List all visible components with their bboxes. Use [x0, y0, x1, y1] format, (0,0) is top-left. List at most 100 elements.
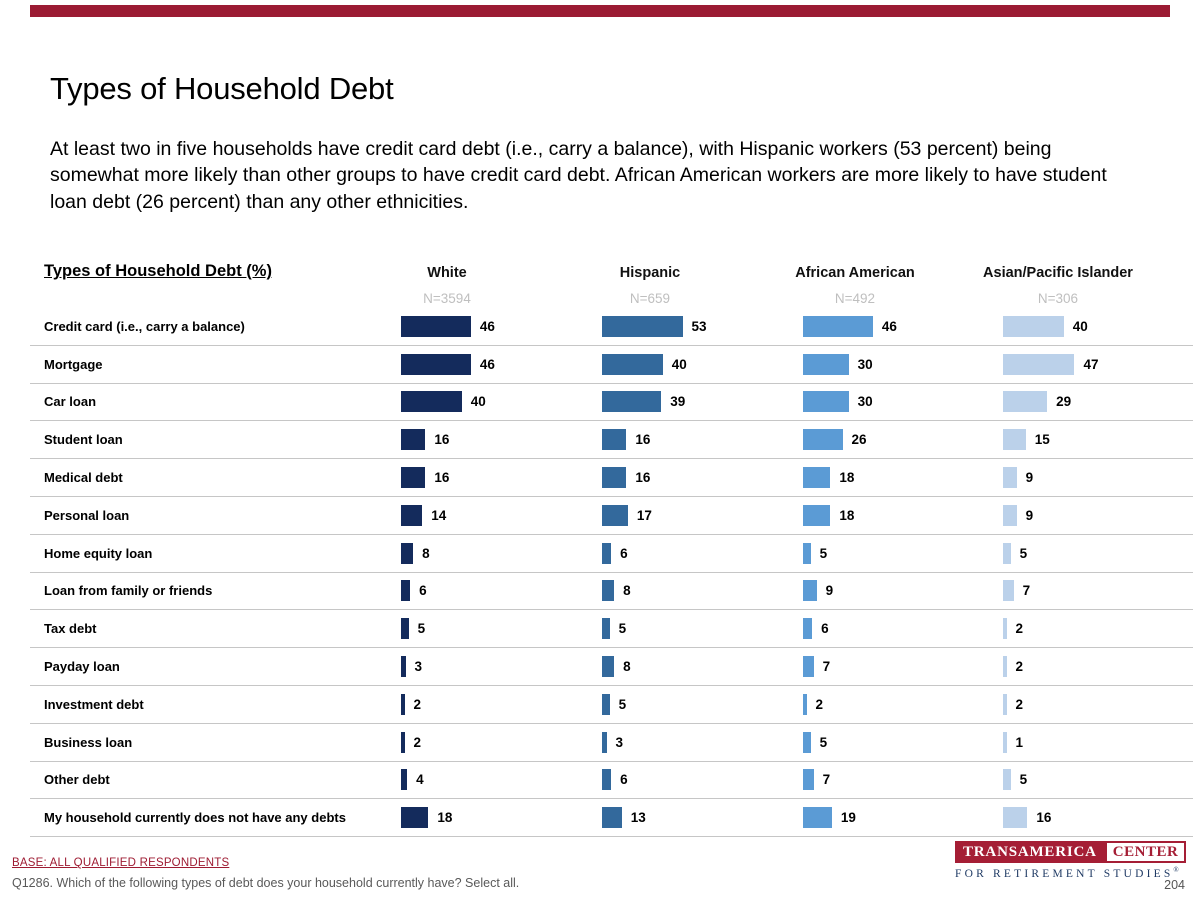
bar-cell: 2 [803, 686, 823, 723]
bar-value: 17 [636, 507, 652, 523]
bar-cell: 14 [401, 497, 446, 534]
bar-value: 39 [670, 394, 686, 410]
bar [401, 580, 411, 602]
bar [803, 391, 849, 413]
bar-cell: 2 [401, 724, 421, 761]
bar-value: 46 [479, 318, 495, 334]
bar [803, 656, 814, 678]
bar [1003, 391, 1048, 413]
column-n-label: N=492 [834, 291, 876, 306]
bar [803, 315, 873, 337]
bar-value: 46 [881, 318, 897, 334]
bar-value: 7 [1022, 583, 1031, 599]
bar-cell: 5 [602, 610, 626, 647]
bar [602, 580, 615, 602]
row-label: Business loan [44, 734, 133, 750]
bar-value: 40 [671, 356, 687, 372]
bar [602, 731, 607, 753]
bar-cell: 16 [602, 421, 650, 458]
bar [602, 504, 628, 526]
bar-value: 2 [815, 696, 824, 712]
bar-value: 5 [1019, 545, 1028, 561]
bar-value: 16 [635, 470, 651, 486]
logo-tagline-text: FOR RETIREMENT STUDIES [955, 867, 1174, 880]
bar-value: 46 [479, 356, 495, 372]
column-header: White [427, 265, 467, 281]
bar [401, 542, 414, 564]
bar-value: 2 [1015, 659, 1024, 675]
bar-cell: 40 [1003, 308, 1088, 345]
bar [803, 542, 811, 564]
bar-value: 9 [1025, 470, 1034, 486]
bar [1003, 467, 1017, 489]
bar-cell: 4 [401, 762, 424, 799]
bar [401, 807, 429, 829]
bar [401, 391, 462, 413]
table-row: Other debt 4 6 7 5 [30, 762, 1193, 800]
row-label: Student loan [44, 432, 123, 448]
bar-value: 18 [839, 470, 855, 486]
bar-cell: 30 [803, 384, 873, 421]
bar-value: 53 [691, 318, 707, 334]
bar-value: 18 [839, 507, 855, 523]
table-row: Home equity loan 8 6 5 5 [30, 535, 1193, 573]
footer-base-line: BASE: ALL QUALIFIED RESPONDENTS [12, 857, 230, 869]
column-n-label: N=659 [629, 291, 671, 306]
bar-value: 4 [416, 772, 424, 788]
bar-value: 5 [1019, 772, 1028, 788]
bar-cell: 5 [803, 724, 827, 761]
bar [602, 618, 610, 640]
column-header: Hispanic [619, 265, 681, 281]
column-n-label: N=306 [1037, 291, 1079, 306]
bar-value: 3 [615, 734, 624, 750]
page-title: Types of Household Debt [50, 70, 394, 106]
page-number: 204 [1164, 878, 1185, 892]
bar-cell: 15 [1003, 421, 1050, 458]
bar-value: 5 [819, 545, 828, 561]
bar [803, 429, 843, 451]
bar [602, 315, 683, 337]
bar [1003, 731, 1007, 753]
bar-cell: 2 [1003, 648, 1023, 685]
bar-value: 16 [434, 432, 450, 448]
bar [1003, 580, 1014, 602]
bar-value: 30 [857, 394, 873, 410]
bar-cell: 47 [1003, 346, 1098, 383]
bar-cell: 13 [602, 799, 646, 836]
bar-cell: 5 [1003, 535, 1027, 572]
bar [602, 693, 610, 715]
bar-cell: 16 [401, 421, 449, 458]
bar [803, 693, 807, 715]
bar-value: 3 [414, 659, 423, 675]
bar [1003, 807, 1028, 829]
row-label: Medical debt [44, 470, 123, 486]
table-row: Personal loan 14 17 18 9 [30, 497, 1193, 535]
chart-table-title: Types of Household Debt (%) [44, 262, 272, 280]
bar-value: 8 [623, 659, 631, 675]
bar-value: 8 [422, 545, 430, 561]
row-label: My household currently does not have any… [44, 810, 346, 826]
bar [1003, 315, 1064, 337]
bar [602, 391, 662, 413]
bar-value: 19 [840, 810, 856, 826]
bar-value: 40 [1072, 318, 1088, 334]
bar-value: 5 [417, 621, 426, 637]
column-header: African American [795, 265, 915, 281]
bar-value: 5 [819, 734, 828, 750]
row-label: Tax debt [44, 621, 97, 637]
bar-cell: 8 [602, 573, 631, 610]
intro-text: At least two in five households have cre… [50, 137, 1107, 213]
bar-value: 2 [413, 734, 422, 750]
bar-cell: 29 [1003, 384, 1071, 421]
bar-cell: 7 [803, 762, 830, 799]
bar-cell: 7 [803, 648, 830, 685]
bar [1003, 504, 1017, 526]
bar [1003, 542, 1011, 564]
bar [602, 542, 612, 564]
bar-cell: 6 [803, 610, 829, 647]
bar [401, 769, 408, 791]
bar-cell: 3 [602, 724, 623, 761]
row-label: Payday loan [44, 659, 120, 675]
bar [602, 429, 627, 451]
